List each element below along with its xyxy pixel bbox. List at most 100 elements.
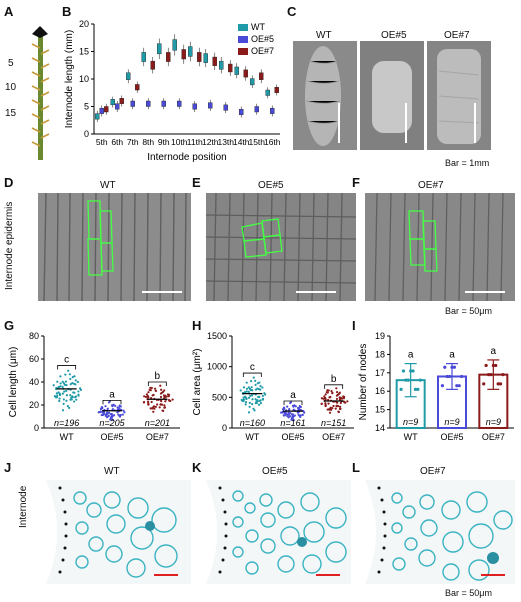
h-point [290, 413, 294, 416]
h-point [292, 408, 295, 411]
g-point [72, 391, 75, 394]
g-point [147, 396, 150, 399]
h-point [245, 387, 249, 390]
l-title: OE#7 [420, 466, 446, 477]
c-sem-image-oe5 [360, 41, 424, 150]
g-point [62, 398, 65, 401]
i-point [450, 365, 454, 369]
b-box [212, 56, 217, 66]
g-point [57, 386, 60, 389]
g-point [61, 409, 65, 412]
b-x-axis-title: Internode position [147, 152, 227, 163]
h-point [320, 402, 323, 405]
b-box [166, 52, 171, 62]
b-box [141, 52, 146, 62]
h-point [257, 395, 260, 398]
g-point [150, 396, 153, 400]
i-ytick-label: 16 [375, 386, 385, 396]
g-point [56, 380, 59, 383]
panel-label-j: J [4, 460, 12, 475]
i-point [491, 363, 495, 368]
i-n-label: n=9 [486, 417, 501, 427]
g-sig-bracket [102, 400, 122, 405]
g-point [69, 383, 72, 386]
j-title: WT [104, 466, 120, 477]
h-point [250, 380, 253, 383]
h-point [336, 405, 340, 408]
h-sig-letter: a [290, 390, 296, 401]
g-xtick-label: OE#5 [100, 432, 123, 442]
h-point [264, 393, 267, 396]
g-point [75, 398, 78, 401]
b-box [239, 109, 244, 115]
c-sem-image-wt [293, 41, 357, 150]
g-sig-letter: a [109, 389, 115, 400]
b-xtick-label: 7th [127, 137, 139, 147]
g-point [74, 379, 77, 382]
g-point [105, 411, 109, 414]
i-point [489, 373, 493, 377]
h-point [336, 401, 339, 404]
g-point [163, 406, 166, 409]
h-point [244, 401, 248, 404]
g-point [123, 411, 126, 414]
g-point [154, 389, 157, 392]
h-ytick-label: 500 [212, 392, 227, 402]
g-point [171, 398, 174, 401]
b-box [274, 87, 279, 93]
g-sig-bracket [147, 381, 167, 386]
g-point [65, 399, 68, 402]
g-point [72, 382, 76, 385]
c-sem-image-oe7 [427, 41, 491, 150]
g-point [74, 395, 78, 398]
h-point [324, 393, 327, 396]
b-xtick-label: 16th [264, 137, 281, 147]
h-point [259, 385, 262, 388]
b-xtick-label: 8th [142, 137, 154, 147]
h-point [343, 401, 346, 404]
b-box [146, 100, 151, 107]
h-point [288, 414, 292, 418]
h-sig-bracket [324, 384, 344, 389]
b-box [104, 106, 109, 113]
b-box [259, 72, 264, 80]
g-point [165, 395, 168, 398]
g-point [59, 382, 62, 385]
i-point [484, 363, 488, 368]
g-point [62, 402, 65, 405]
h-ytick-label: 1000 [207, 362, 227, 372]
h-point [242, 386, 246, 389]
g-point [159, 384, 162, 387]
g-point [66, 405, 70, 408]
b-box [192, 103, 197, 110]
h-point [331, 391, 334, 395]
g-point [70, 396, 73, 399]
g-sig-bracket [57, 365, 77, 370]
plant-stem-illustration [31, 26, 50, 160]
d-sem-image [38, 193, 191, 301]
panel-label-g: G [4, 318, 15, 333]
g-point [65, 394, 69, 397]
g-point [161, 403, 164, 406]
h-point [252, 376, 255, 379]
h-point [254, 398, 257, 401]
h-point [247, 390, 250, 393]
i-point [496, 382, 500, 386]
h-point [254, 383, 257, 386]
i-point [494, 363, 498, 368]
h-point [346, 400, 349, 403]
h-point [340, 397, 344, 400]
h-sig-letter: c [250, 362, 255, 373]
g-ytick-label: 0 [34, 423, 39, 433]
i-point [440, 384, 444, 388]
h-point [327, 402, 330, 405]
b-box [135, 84, 140, 91]
g-point [61, 380, 64, 383]
i-n-label: n=9 [444, 417, 459, 427]
g-point [111, 408, 114, 411]
h-point [255, 400, 258, 403]
h-n-label: n=151 [321, 418, 346, 428]
g-point [58, 399, 61, 403]
panel-label-h: H [192, 318, 202, 333]
